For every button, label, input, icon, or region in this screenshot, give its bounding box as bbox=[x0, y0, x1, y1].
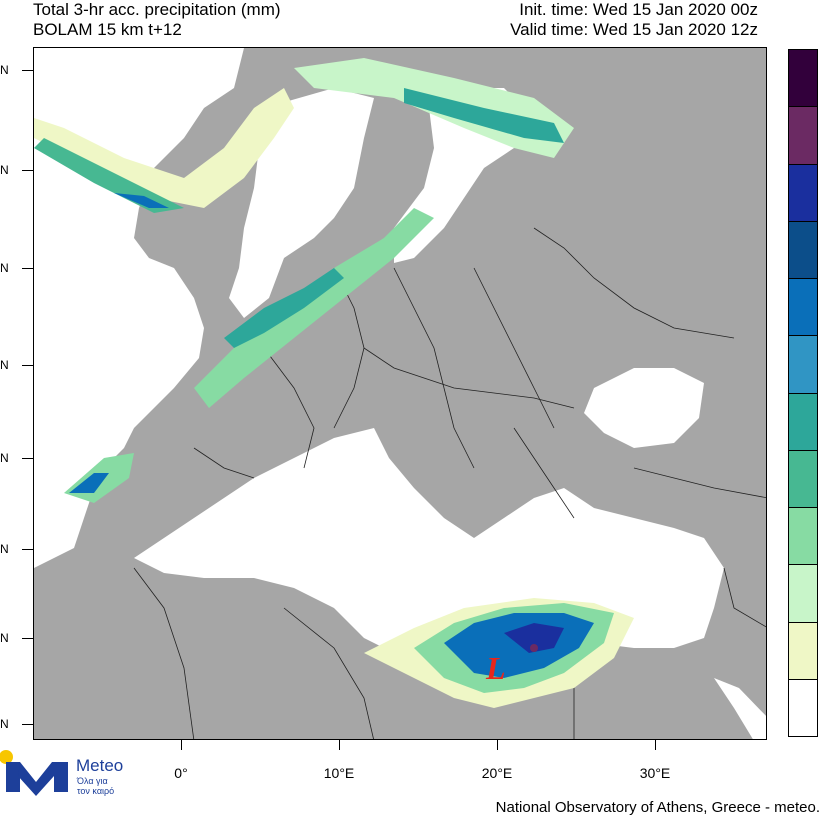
legend-swatch bbox=[789, 679, 817, 736]
low-pressure-marker: L bbox=[486, 650, 506, 686]
precip-libya-peak bbox=[504, 623, 564, 653]
legend-swatch bbox=[789, 279, 817, 337]
legend-swatch bbox=[789, 393, 817, 451]
precip-band-atlantic bbox=[34, 88, 294, 208]
legend-swatch bbox=[789, 107, 817, 165]
legend-swatch bbox=[789, 50, 817, 108]
precip-band-scandinavia-core bbox=[404, 88, 564, 143]
logo-slogan: τον καιρό bbox=[77, 786, 115, 796]
legend-swatch bbox=[789, 336, 817, 394]
x-tick bbox=[339, 740, 340, 750]
y-tick bbox=[22, 638, 33, 639]
mediterranean-sea bbox=[134, 428, 724, 658]
precip-band-frontal bbox=[194, 208, 434, 408]
y-tick bbox=[22, 268, 33, 269]
x-tick-label: 20°E bbox=[481, 765, 513, 781]
y-tick bbox=[22, 724, 33, 725]
legend-swatch bbox=[789, 508, 817, 566]
y-tick-label: N bbox=[0, 63, 9, 77]
logo-text: Meteo bbox=[76, 756, 124, 775]
model-label: BOLAM 15 km t+12 bbox=[33, 20, 182, 39]
y-tick bbox=[22, 549, 33, 550]
y-tick-label: N bbox=[0, 261, 9, 275]
y-tick-label: N bbox=[0, 163, 9, 177]
precip-band-atlantic-peak bbox=[114, 193, 169, 208]
y-tick-label: N bbox=[0, 451, 9, 465]
precip-band-frontal-core bbox=[224, 268, 344, 348]
y-tick-label: N bbox=[0, 542, 9, 556]
precip-libya-max bbox=[530, 644, 538, 652]
init-time: Init. time: Wed 15 Jan 2020 00z bbox=[519, 0, 758, 19]
y-tick bbox=[22, 70, 33, 71]
y-tick-label: N bbox=[0, 358, 9, 372]
legend-swatch bbox=[789, 622, 817, 680]
map-title: Total 3-hr acc. precipitation (mm) bbox=[33, 0, 281, 19]
precip-band-atlantic-core bbox=[34, 138, 184, 213]
black-sea bbox=[584, 368, 704, 448]
legend-swatch bbox=[789, 164, 817, 222]
x-tick-label: 0° bbox=[174, 765, 188, 781]
atlantic-ocean bbox=[34, 48, 244, 568]
y-tick bbox=[22, 458, 33, 459]
y-tick bbox=[22, 170, 33, 171]
y-tick-label: N bbox=[0, 717, 9, 731]
red-sea bbox=[714, 678, 766, 739]
footer-credit: National Observatory of Athens, Greece -… bbox=[495, 799, 820, 816]
precipitation-shading bbox=[34, 58, 634, 708]
legend-swatch bbox=[789, 450, 817, 508]
color-legend bbox=[788, 49, 818, 737]
x-tick bbox=[655, 740, 656, 750]
y-tick-label: N bbox=[0, 631, 9, 645]
x-tick-label: 10°E bbox=[323, 765, 355, 781]
valid-time: Valid time: Wed 15 Jan 2020 12z bbox=[510, 20, 758, 39]
legend-swatch bbox=[789, 565, 817, 623]
precipitation-map bbox=[33, 47, 767, 740]
precip-iberia-core bbox=[69, 473, 109, 493]
meteo-logo bbox=[0, 750, 68, 796]
legend-swatch bbox=[789, 221, 817, 279]
logo-slogan: Όλα για bbox=[77, 776, 108, 786]
x-tick-label: 30°E bbox=[639, 765, 671, 781]
y-tick bbox=[22, 365, 33, 366]
map-svg bbox=[34, 48, 766, 739]
x-tick bbox=[181, 740, 182, 750]
x-tick bbox=[497, 740, 498, 750]
